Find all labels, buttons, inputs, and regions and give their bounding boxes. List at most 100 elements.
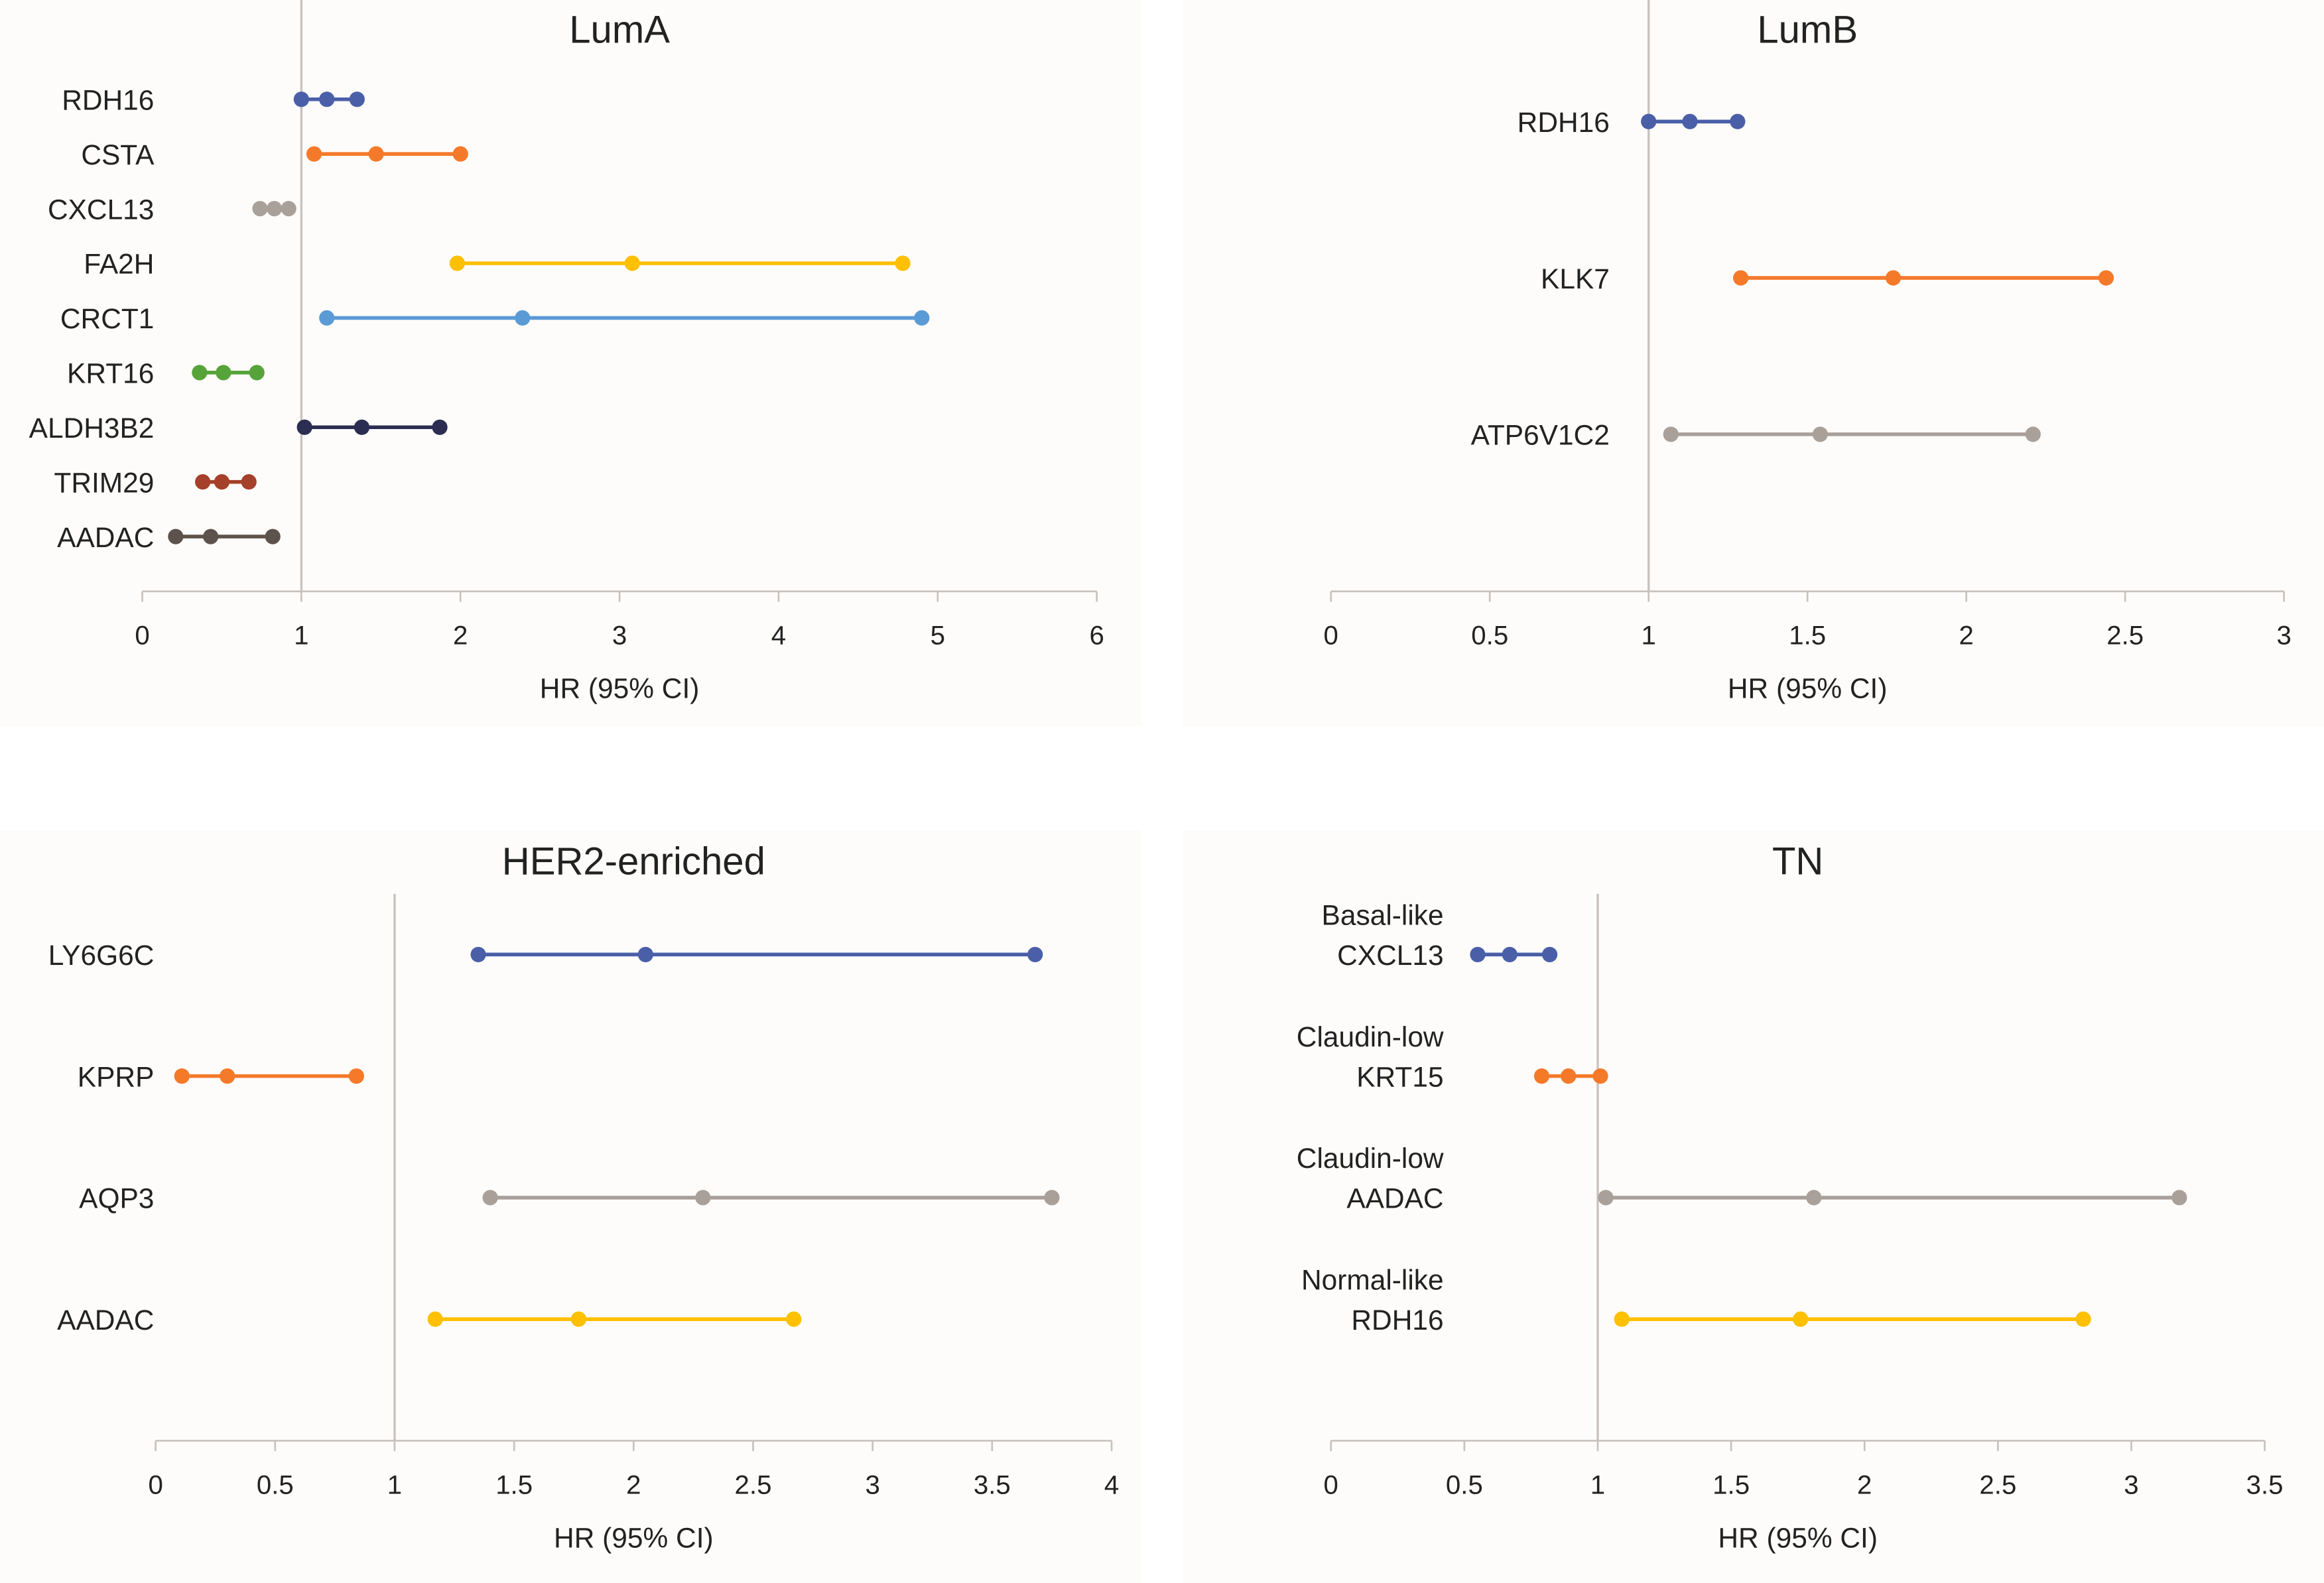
ci-point [515, 310, 531, 326]
row-label: KLK7 [1541, 263, 1610, 294]
ci-point [2098, 270, 2114, 286]
x-tick-label: 2.5 [2106, 621, 2144, 651]
ci-point [1044, 1190, 1060, 1206]
ci-point [265, 529, 281, 544]
x-axis-label: HR (95% CI) [1718, 1522, 1878, 1553]
ci-point [368, 146, 384, 162]
x-tick-label: 1.5 [495, 1470, 533, 1499]
x-tick-label: 1 [294, 621, 308, 651]
row-label: CXCL13 [1337, 940, 1443, 971]
ci-point [1598, 1190, 1614, 1206]
group-label: Claudin-low [1297, 1143, 1444, 1174]
ci-point [1641, 113, 1657, 129]
ci-point [786, 1311, 802, 1327]
ci-point [427, 1311, 443, 1327]
ci-point [895, 255, 911, 271]
ci-point [914, 310, 930, 326]
x-tick-label: 0 [1324, 621, 1338, 651]
ci-point [1614, 1311, 1630, 1327]
ci-point [2171, 1190, 2187, 1206]
ci-point [1533, 1068, 1550, 1084]
row-label: KRT16 [67, 358, 154, 389]
ci-point [1561, 1068, 1577, 1084]
ci-point [1541, 946, 1558, 962]
x-tick-label: 4 [1104, 1470, 1119, 1499]
row-label: ALDH3B2 [29, 412, 155, 444]
ci-point [203, 529, 219, 544]
x-tick-label: 3 [612, 621, 627, 651]
panel-background [1183, 830, 2324, 1583]
ci-point [216, 365, 231, 381]
ci-point [192, 365, 208, 381]
chart-title: HER2-enriched [502, 840, 765, 883]
x-tick-label: 2.5 [1979, 1470, 2016, 1499]
ci-point [306, 146, 322, 162]
row-label: RDH16 [1351, 1304, 1443, 1336]
chart-title: TN [1772, 840, 1823, 883]
ci-point [348, 1068, 364, 1084]
ci-point [281, 200, 296, 217]
x-tick-label: 0 [148, 1470, 162, 1499]
group-label: Normal-like [1301, 1265, 1444, 1296]
x-tick-label: 5 [931, 621, 945, 651]
ci-point [249, 365, 265, 381]
x-tick-label: 2 [1857, 1470, 1872, 1499]
row-label: CXCL13 [48, 194, 154, 225]
row-label: CSTA [81, 139, 155, 170]
ci-point [293, 92, 310, 107]
ci-point [432, 419, 448, 435]
x-tick-label: 3 [2276, 621, 2291, 651]
ci-point [482, 1190, 498, 1206]
ci-point [695, 1190, 711, 1206]
ci-point [1733, 270, 1749, 286]
row-label: LY6G6C [48, 940, 155, 971]
ci-point [174, 1068, 190, 1084]
ci-point [354, 419, 370, 435]
ci-point [624, 255, 640, 271]
ci-point [2075, 1311, 2091, 1327]
ci-point [570, 1311, 587, 1327]
x-tick-label: 1 [1642, 621, 1656, 651]
x-tick-label: 1.5 [1712, 1470, 1750, 1499]
ci-point [2025, 426, 2041, 442]
x-axis-label: HR (95% CI) [1728, 673, 1888, 704]
row-label: FA2H [84, 249, 154, 280]
x-axis-label: HR (95% CI) [540, 673, 700, 704]
ci-point [1470, 946, 1486, 962]
ci-point [319, 310, 335, 326]
ci-point [1663, 426, 1679, 442]
x-tick-label: 2 [626, 1470, 641, 1499]
x-tick-label: 2 [1959, 621, 1974, 651]
x-tick-label: 6 [1089, 621, 1104, 651]
x-tick-label: 0.5 [1471, 621, 1508, 651]
x-tick-label: 1 [1590, 1470, 1605, 1499]
ci-point [1730, 113, 1746, 129]
x-tick-label: 3 [2124, 1470, 2138, 1499]
ci-point [195, 474, 211, 490]
row-label: KRT15 [1356, 1061, 1443, 1092]
ci-point [1502, 946, 1517, 962]
chart-title: LumA [569, 9, 670, 52]
ci-point [214, 474, 230, 490]
ci-point [637, 946, 653, 962]
x-tick-label: 3 [865, 1470, 879, 1499]
x-tick-label: 0 [1324, 1470, 1338, 1499]
row-label: AQP3 [79, 1183, 154, 1214]
ci-point [266, 200, 283, 217]
ci-point [1682, 113, 1698, 129]
x-tick-label: 3.5 [974, 1470, 1011, 1499]
ci-point [1592, 1068, 1608, 1084]
ci-point [1806, 1190, 1822, 1206]
row-label: AADAC [1346, 1183, 1443, 1214]
ci-point [1793, 1311, 1809, 1327]
x-tick-label: 4 [771, 621, 786, 651]
x-tick-label: 2 [453, 621, 468, 651]
row-label: KPRP [78, 1061, 155, 1092]
x-tick-label: 0.5 [1446, 1470, 1483, 1499]
row-label: CRCT1 [60, 303, 155, 334]
panel-background [0, 830, 1141, 1583]
group-label: Basal-like [1322, 900, 1444, 931]
row-label: ATP6V1C2 [1471, 420, 1610, 451]
